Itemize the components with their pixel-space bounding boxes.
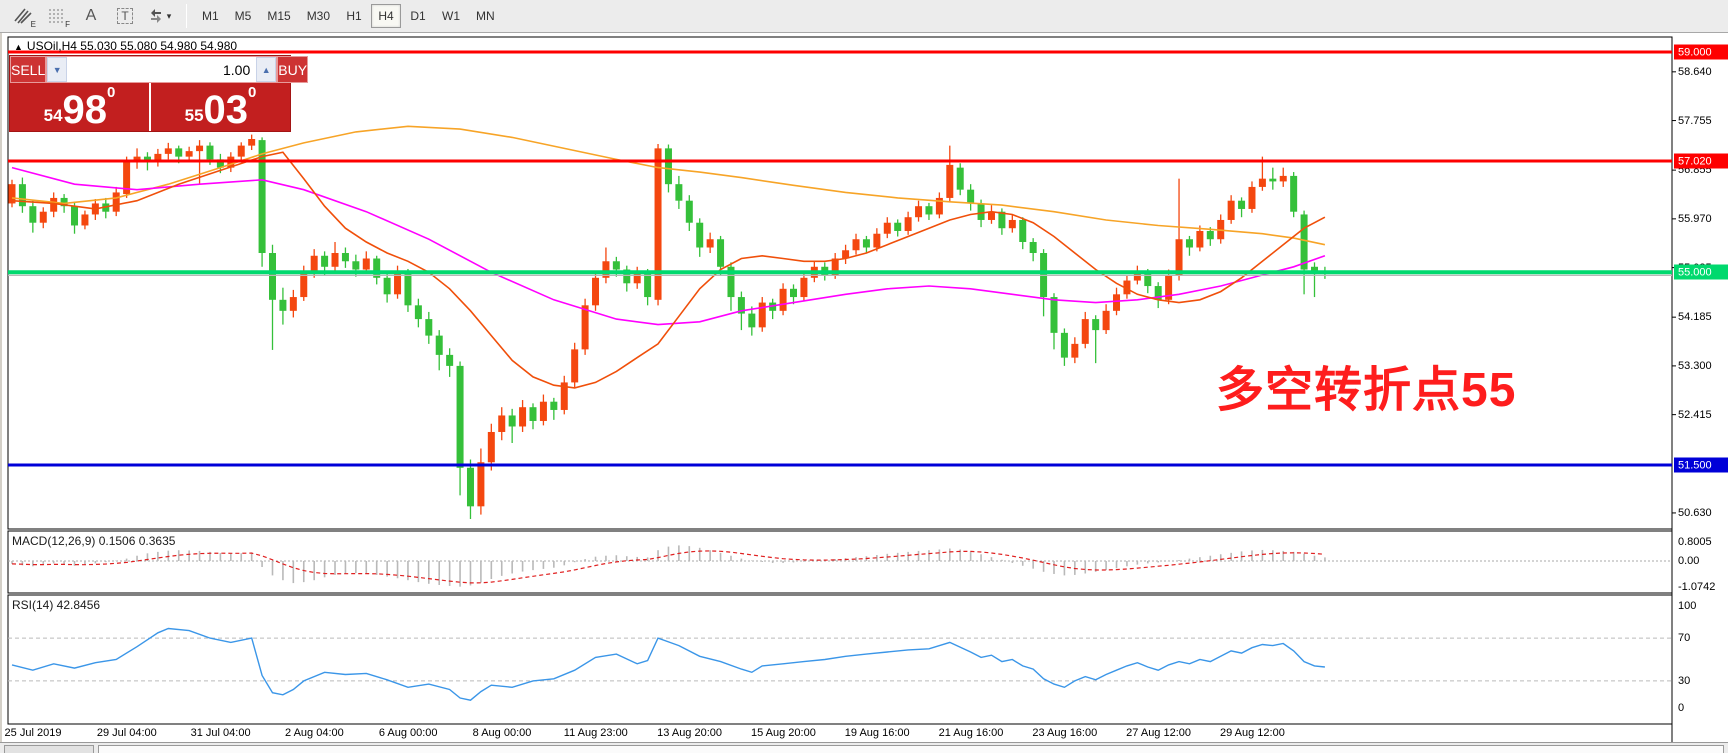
sell-price-pip: 0	[107, 84, 116, 101]
time-axis-label: 6 Aug 00:00	[378, 727, 438, 739]
sell-price-main: 98	[62, 88, 108, 132]
time-axis-label: 19 Aug 16:00	[844, 727, 910, 739]
time-axis-label: 15 Aug 20:00	[750, 727, 816, 739]
arrows-style-icon[interactable]: ▾	[144, 3, 174, 29]
time-axis-label: 25 Jul 2019	[4, 727, 62, 739]
time-axis-label: 21 Aug 16:00	[938, 727, 1004, 739]
ellipse-tool-icon[interactable]: E	[8, 3, 38, 29]
symbol-ohlc-text: USOil,H4 55.030 55.080 54.980 54.980	[26, 39, 238, 53]
timeframe-button-w1[interactable]: W1	[442, 9, 461, 23]
collapse-triangle-icon[interactable]: ▲	[14, 42, 23, 52]
timeframe-button-m5[interactable]: M5	[234, 9, 252, 23]
fibonacci-tool-icon[interactable]: F	[49, 9, 70, 29]
chart-annotation-text: 多空转折点55	[1216, 364, 1517, 417]
buy-button[interactable]: BUY	[277, 56, 309, 83]
price-tick-label: 50.630	[1678, 506, 1712, 519]
price-tick-label: 57.755	[1678, 114, 1712, 127]
time-axis-label: 11 Aug 23:00	[563, 727, 628, 739]
text-label-tool-icon[interactable]: A	[85, 7, 97, 24]
minimized-window-tab[interactable]	[4, 745, 94, 753]
volume-increase-button[interactable]: ▲	[256, 57, 277, 82]
price-tick-label: 58.640	[1678, 65, 1712, 78]
buy-price-int: 55	[184, 106, 204, 125]
sell-price-int: 54	[43, 106, 63, 125]
volume-input[interactable]	[67, 57, 257, 82]
buy-price-pip: 0	[248, 84, 257, 101]
toolbar-separator	[186, 4, 187, 28]
macd-axis-label: 0.00	[1678, 555, 1700, 567]
rsi-axis-label: 30	[1678, 675, 1691, 687]
price-level-badge-55.000: 55.000	[1674, 264, 1728, 280]
timeframe-button-m30[interactable]: M30	[306, 9, 331, 23]
symbol-title: ▲ USOil,H4 55.030 55.080 54.980 54.980	[14, 39, 237, 53]
price-level-badge-51.500: 51.500	[1674, 457, 1728, 473]
time-axis-label: 29 Aug 12:00	[1219, 727, 1285, 739]
timeframe-button-m15[interactable]: M15	[267, 9, 291, 23]
price-tick-label: 55.970	[1678, 212, 1712, 225]
toolbar: E F A T ▾ M1 M5 M15 M30 H1 H4 D1 W1 MN	[0, 0, 1728, 33]
rsi-axis-label: 70	[1678, 632, 1691, 644]
rsi-label: RSI(14) 42.8456	[12, 598, 101, 612]
time-axis-label: 8 Aug 00:00	[472, 727, 532, 739]
bottom-bar	[0, 742, 1728, 753]
time-axis-label: 2 Aug 04:00	[285, 727, 344, 739]
timeframe-button-mn[interactable]: MN	[476, 9, 495, 23]
time-axis-label: 31 Jul 04:00	[190, 727, 251, 739]
timeframe-button-h4[interactable]: H4	[371, 4, 402, 28]
time-axis-label: 23 Aug 16:00	[1032, 727, 1098, 739]
minimized-window-bar[interactable]	[98, 745, 1724, 753]
price-level-badge-57.020: 57.020	[1674, 153, 1728, 169]
textbox-tool-icon[interactable]: T	[110, 3, 140, 29]
sell-price-display[interactable]: 54 98 0	[10, 83, 149, 131]
rsi-axis-label: 0	[1678, 702, 1685, 714]
time-axis-label: 27 Aug 12:00	[1126, 727, 1192, 739]
price-tick-label: 52.415	[1678, 408, 1712, 421]
rsi-axis-label: 100	[1678, 600, 1697, 612]
price-tick-label: 54.185	[1678, 311, 1712, 324]
buy-price-display[interactable]: 55 03 0	[151, 83, 290, 131]
timeframe-button-d1[interactable]: D1	[410, 9, 426, 23]
macd-axis-label: 0.8005	[1678, 536, 1712, 548]
price-tick-label: 53.300	[1678, 359, 1712, 372]
buy-price-main: 03	[203, 88, 249, 132]
time-axis-label: 13 Aug 20:00	[657, 727, 723, 739]
sell-button[interactable]: SELL	[10, 56, 47, 83]
macd-axis-label: -1.0742	[1678, 581, 1716, 593]
price-level-badge-59.000: 59.000	[1674, 44, 1728, 60]
volume-decrease-button[interactable]: ▼	[47, 57, 68, 82]
timeframe-button-m1[interactable]: M1	[202, 9, 219, 23]
timeframe-button-h1[interactable]: H1	[346, 9, 362, 23]
time-axis-label: 29 Jul 04:00	[96, 727, 157, 739]
macd-label: MACD(12,26,9) 0.1506 0.3635	[12, 534, 176, 548]
